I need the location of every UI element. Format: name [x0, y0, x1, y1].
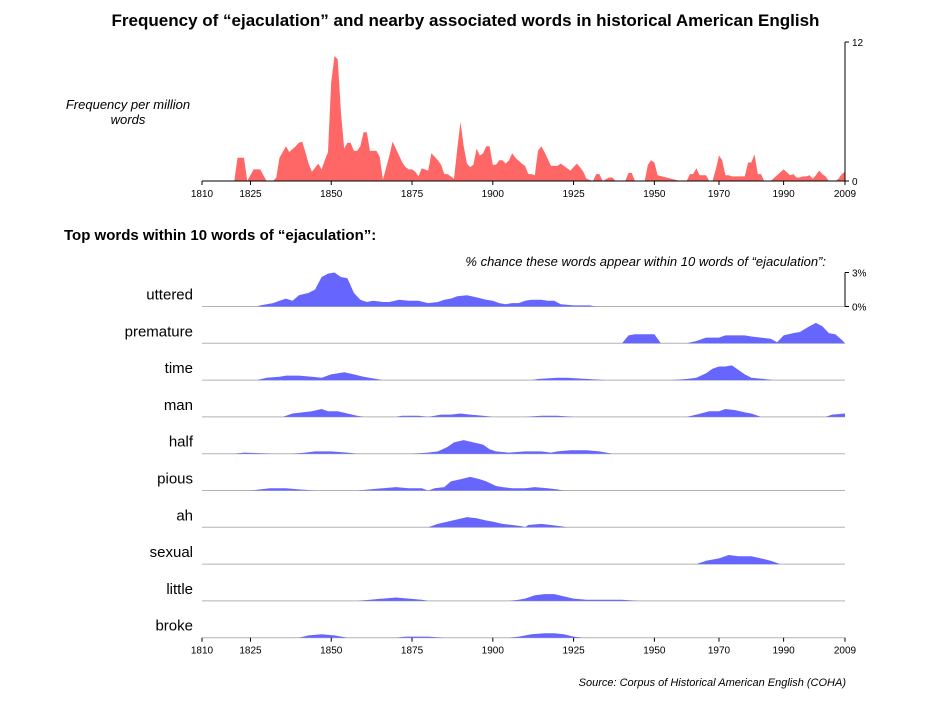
chart-title: Frequency of “ejaculation” and nearby as…: [111, 11, 820, 30]
x-tick-label: 1810: [191, 189, 214, 200]
word-area-premature: [622, 322, 845, 344]
x-tick-label: 1990: [772, 646, 795, 657]
percent-chance-caption: % chance these words appear within 10 wo…: [465, 254, 826, 269]
word-area-little: [357, 594, 639, 601]
x-tick-label: 1990: [772, 189, 795, 200]
word-area-ah: [428, 517, 568, 528]
x-tick-label: 1970: [708, 646, 731, 657]
word-label-broke: broke: [155, 618, 193, 635]
x-tick-label: 1950: [643, 189, 666, 200]
word-area-time: [256, 365, 774, 381]
x-tick-label: 1925: [562, 646, 585, 657]
x-tick-label: 2009: [834, 646, 857, 657]
word-area-half: [234, 440, 613, 454]
word-label-half: half: [169, 434, 194, 451]
word-row-time: time: [165, 360, 845, 381]
x-tick-label: 1875: [401, 646, 424, 657]
word-label-ah: ah: [176, 507, 193, 524]
x-tick-label: 1825: [239, 189, 262, 200]
x-tick-label: 1825: [239, 646, 262, 657]
percent-tick-label: 0%: [852, 303, 867, 314]
x-tick-label: 1810: [191, 646, 214, 657]
frequency-y-axis-label: Frequency per million words: [65, 97, 191, 127]
word-row-little: little: [166, 581, 845, 602]
word-label-little: little: [166, 581, 193, 598]
x-tick-label: 1925: [562, 189, 585, 200]
percent-tick-label: 3%: [852, 269, 867, 280]
x-tick-label: 1875: [401, 189, 424, 200]
y-tick-label: 0: [852, 177, 858, 188]
x-tick-label: 1900: [482, 189, 505, 200]
word-area-man: [282, 409, 845, 417]
word-label-uttered: uttered: [146, 287, 193, 304]
word-label-man: man: [164, 397, 193, 414]
word-label-time: time: [165, 360, 193, 377]
x-tick-label: 1970: [708, 189, 731, 200]
word-label-premature: premature: [125, 323, 193, 340]
y-tick-label: 12: [852, 38, 864, 49]
word-row-ah: ah: [176, 507, 845, 528]
word-row-uttered: uttered: [146, 272, 845, 307]
word-label-pious: pious: [157, 471, 193, 488]
word-sparklines: uttered premature time man half pious ah sexual…: [125, 269, 867, 657]
source-note: Source: Corpus of Historical American En…: [578, 677, 846, 689]
word-row-man: man: [164, 397, 845, 418]
x-tick-label: 1850: [320, 189, 343, 200]
word-row-half: half: [169, 434, 845, 455]
x-tick-label: 1900: [482, 646, 505, 657]
frequency-area: [202, 55, 845, 181]
word-row-sexual: sexual: [150, 544, 845, 565]
word-row-broke: broke: [155, 618, 845, 639]
x-tick-label: 1950: [643, 646, 666, 657]
frequency-chart: 1810 1825 1850 1875 1900 1925 1950 1970 1990 2009…: [191, 38, 864, 200]
word-area-uttered: [256, 272, 597, 307]
word-row-pious: pious: [157, 471, 845, 491]
word-area-sexual: [696, 555, 781, 565]
word-row-premature: premature: [125, 322, 845, 344]
word-area-broke: [298, 633, 584, 638]
word-area-pious: [250, 476, 564, 491]
top-words-heading: Top words within 10 words of “ejaculatio…: [64, 227, 377, 244]
word-label-sexual: sexual: [150, 544, 193, 561]
x-tick-label: 2009: [834, 189, 857, 200]
x-tick-label: 1850: [320, 646, 343, 657]
